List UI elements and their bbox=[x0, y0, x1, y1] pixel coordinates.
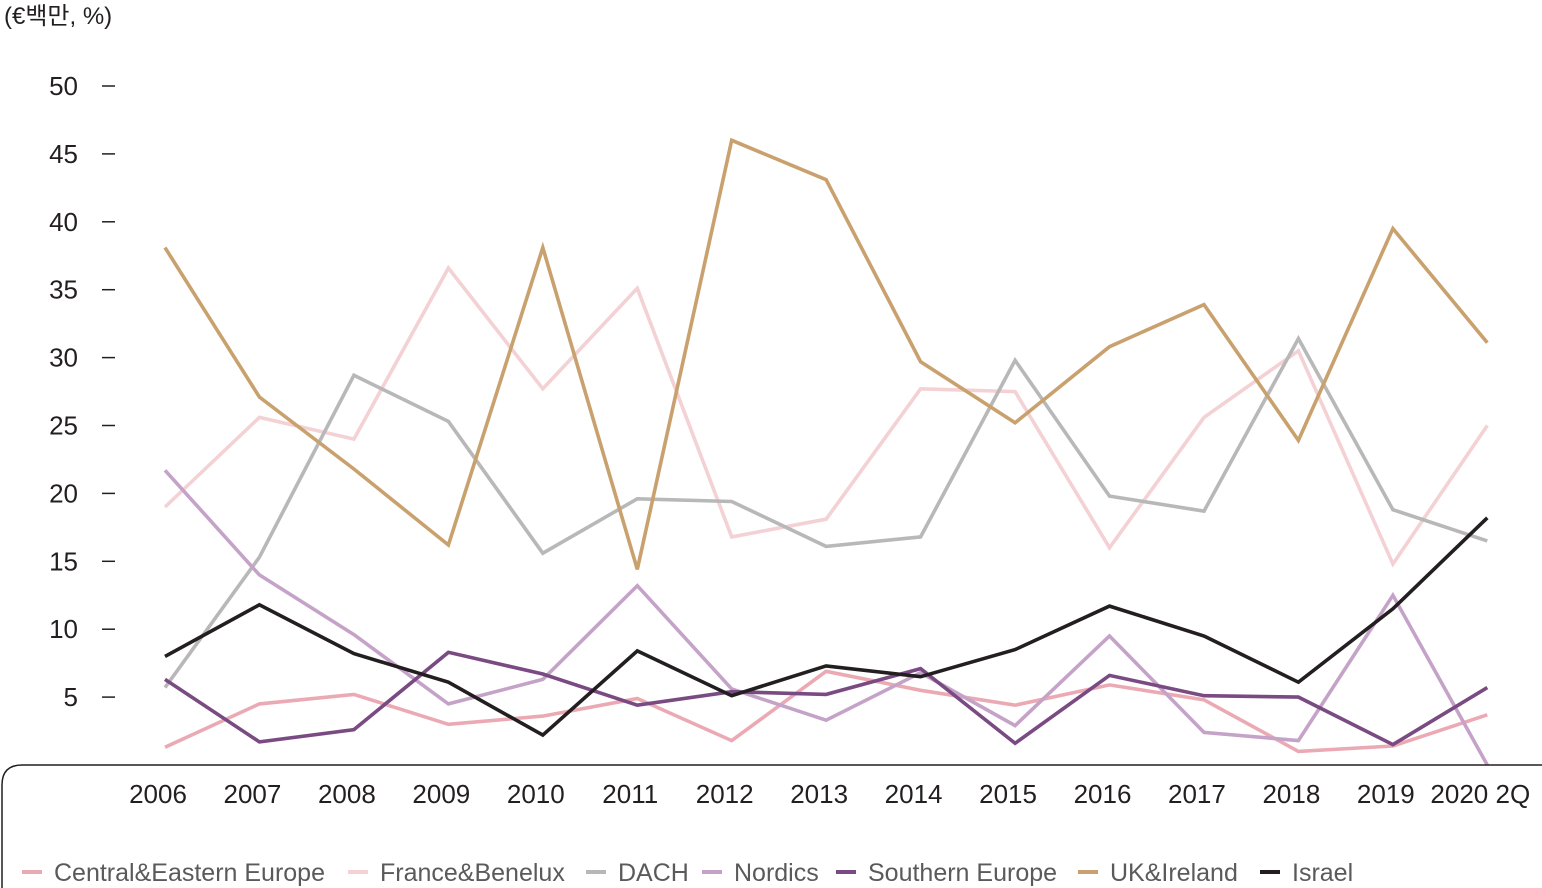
unit-label: (€백만, %) bbox=[4, 3, 112, 30]
x-tick-label: 2013 bbox=[790, 779, 848, 809]
y-tick-label: 5 bbox=[64, 682, 78, 712]
x-tick-label: 2011 bbox=[602, 779, 658, 809]
legend-label: Nordics bbox=[734, 859, 819, 887]
y-tick-label: 50 bbox=[49, 71, 78, 101]
x-tick-label: 2009 bbox=[412, 779, 470, 809]
x-tick-label: 2007 bbox=[224, 779, 282, 809]
y-tick-label: 15 bbox=[49, 546, 78, 576]
y-tick-label: 35 bbox=[49, 275, 78, 305]
series-line-5 bbox=[163, 137, 1489, 570]
legend: Central&Eastern Europe France&Benelux DACH… bbox=[22, 859, 1353, 887]
x-tick-label: 2017 bbox=[1168, 779, 1226, 809]
series-line-6 bbox=[164, 516, 1489, 738]
x-tick-label: 2010 bbox=[507, 779, 565, 809]
x-tick-label: 2018 bbox=[1262, 779, 1320, 809]
x-tick-label: 2014 bbox=[885, 779, 943, 809]
series-line-1 bbox=[163, 264, 1489, 568]
x-tick-label: 2015 bbox=[979, 779, 1037, 809]
y-tick-label: 30 bbox=[49, 343, 78, 373]
y-tick-label: 10 bbox=[49, 614, 78, 644]
series-line-4 bbox=[164, 650, 1489, 747]
y-tick-label: 40 bbox=[49, 207, 78, 237]
x-axis: 2006 2007 2008 2009 2010 2011 2012 2013 2014 2015… bbox=[129, 779, 1530, 809]
legend-label: DACH bbox=[618, 859, 689, 887]
legend-label: Central&Eastern Europe bbox=[54, 859, 325, 887]
x-tick-label: 2020 2Q bbox=[1430, 779, 1530, 809]
legend-label: UK&Ireland bbox=[1110, 859, 1238, 887]
plot-area bbox=[163, 137, 1489, 766]
x-tick-label: 2016 bbox=[1074, 779, 1132, 809]
x-tick-label: 2006 bbox=[129, 779, 187, 809]
x-tick-label: 2008 bbox=[318, 779, 376, 809]
y-tick-label: 25 bbox=[49, 411, 78, 441]
y-axis: 5 10 15 20 25 30 35 40 45 50 bbox=[49, 71, 115, 712]
x-tick-label: 2012 bbox=[696, 779, 754, 809]
x-tick-label: 2019 bbox=[1357, 779, 1415, 809]
legend-label: Southern Europe bbox=[868, 859, 1057, 887]
legend-label: France&Benelux bbox=[380, 859, 565, 887]
series-line-2 bbox=[163, 334, 1488, 689]
series-line-3 bbox=[163, 469, 1489, 766]
legend-frame bbox=[1, 764, 1542, 888]
y-tick-label: 20 bbox=[49, 478, 78, 508]
legend-label: Israel bbox=[1292, 859, 1353, 887]
y-tick-label: 45 bbox=[49, 139, 78, 169]
